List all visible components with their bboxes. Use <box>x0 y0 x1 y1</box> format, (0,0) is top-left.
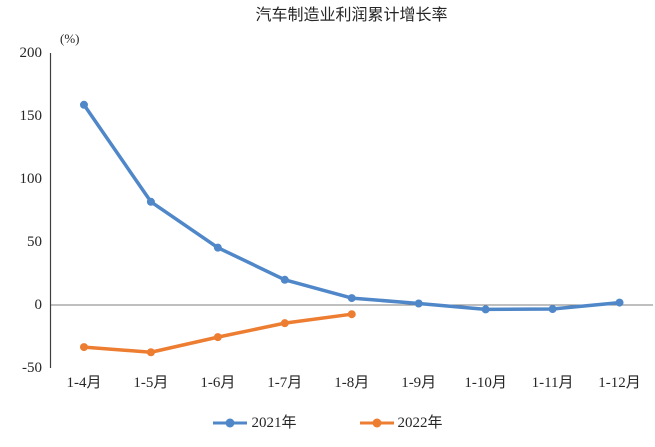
x-tick-label: 1-12月 <box>598 375 641 391</box>
data-point-2021年 <box>146 197 155 206</box>
y-tick-label: -50 <box>22 360 42 376</box>
data-point-2022年 <box>79 343 88 352</box>
chart-title: 汽车制造业利润累计增长率 <box>255 7 448 24</box>
legend-marker-icon <box>359 418 394 428</box>
y-tick-label: 50 <box>27 234 42 250</box>
legend-item-2021年: 2021年 <box>212 413 297 433</box>
y-axis-unit-label: (%) <box>60 31 80 46</box>
legend-label: 2021年 <box>251 415 297 431</box>
data-point-2021年 <box>79 100 88 109</box>
y-tick-label: 150 <box>19 108 43 124</box>
x-tick-label: 1-8月 <box>334 375 370 391</box>
legend-label: 2022年 <box>397 415 443 431</box>
y-tick-label: 100 <box>19 171 43 187</box>
data-point-2022年 <box>213 333 222 342</box>
legend-item-2022年: 2022年 <box>359 413 443 433</box>
data-point-2021年 <box>414 299 423 308</box>
x-tick-label: 1-5月 <box>133 375 169 391</box>
y-tick-label: 200 <box>19 45 43 61</box>
data-point-2021年 <box>213 243 222 252</box>
x-tick-label: 1-11月 <box>531 375 574 391</box>
data-point-2021年 <box>615 298 624 307</box>
data-point-2021年 <box>347 294 356 303</box>
x-tick-label: 1-4月 <box>66 375 102 391</box>
data-point-2022年 <box>347 310 356 319</box>
legend: 2021年 2022年 <box>0 413 655 433</box>
y-tick-label: 0 <box>34 297 43 313</box>
data-point-2021年 <box>548 305 557 314</box>
data-point-2021年 <box>280 275 289 284</box>
x-tick-label: 1-10月 <box>464 375 507 391</box>
series-line-2021年 <box>82 103 622 312</box>
data-point-2022年 <box>146 348 155 357</box>
x-tick-label: 1-6月 <box>200 375 236 391</box>
data-point-2022年 <box>280 319 289 328</box>
data-point-2021年 <box>481 305 490 314</box>
x-tick-label: 1-9月 <box>401 375 437 391</box>
x-tick-label: 1-7月 <box>267 375 303 391</box>
legend-marker-icon <box>213 418 248 428</box>
